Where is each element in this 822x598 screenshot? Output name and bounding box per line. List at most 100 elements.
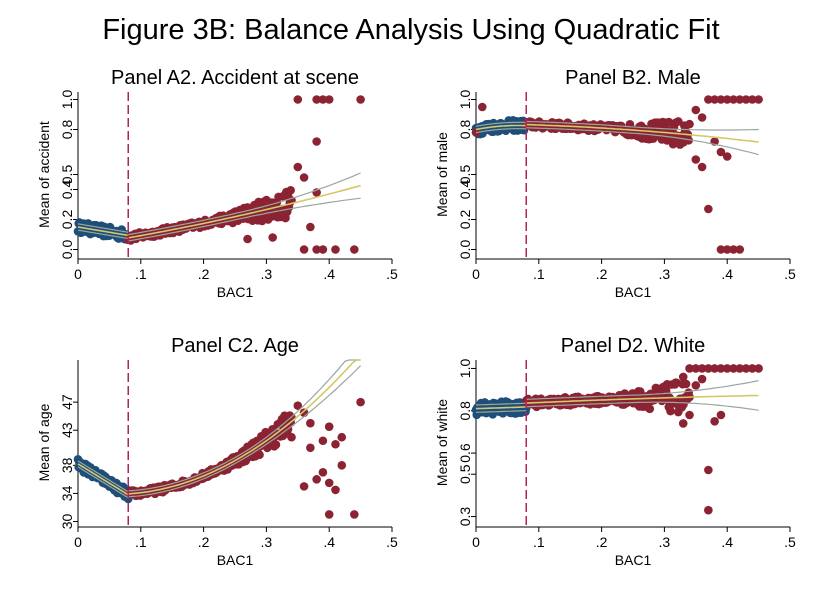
x-tick-label: .5 [784, 534, 796, 550]
y-tick-label: 0.2 [59, 210, 75, 230]
scatter-point [729, 364, 738, 373]
fit-line [128, 184, 361, 239]
scatter-point [673, 117, 683, 126]
scatter-point [678, 419, 688, 428]
x-tick-label: .5 [784, 266, 796, 282]
ci-upper-line [526, 120, 759, 131]
y-tick-label: 0.8 [59, 120, 75, 140]
scatter-point [306, 443, 315, 453]
scatter-point [684, 136, 693, 145]
fit-line [77, 463, 129, 496]
x-tick-label: .2 [596, 266, 608, 282]
scatter-point [262, 195, 271, 205]
scatter-point [704, 505, 713, 515]
y-axis-label: Mean of accident [36, 121, 52, 228]
scatter-point [331, 439, 340, 449]
ci-upper-line [77, 460, 129, 493]
scatter-point [697, 162, 707, 172]
scatter-point [704, 364, 713, 373]
fit-line [128, 359, 361, 495]
ci-lower-line [77, 466, 129, 499]
scatter-point [697, 374, 707, 384]
fit-line [77, 226, 129, 237]
y-tick-label: 0.5 [457, 165, 473, 185]
x-tick-label: .2 [596, 534, 608, 550]
figure-title: Figure 3B: Balance Analysis Using Quadra… [102, 14, 720, 46]
scatter-point [312, 245, 321, 254]
scatter-point [735, 245, 745, 254]
scatter-point [678, 372, 688, 382]
scatter-point [324, 422, 334, 432]
chart-panel-4: Panel D2. White 0 .1 .2 .3 .4 .5 0.3 0.50.6 0.8 1.… [434, 335, 796, 568]
scatter-point [312, 137, 321, 146]
panel-title: Panel D2. White [561, 335, 706, 357]
scatter-point [685, 119, 694, 129]
y-axis-label: Mean of white [434, 399, 450, 486]
scatter-point [722, 95, 732, 104]
x-tick-label: .2 [198, 266, 210, 282]
scatter-point [722, 364, 732, 373]
scatter-point [716, 245, 726, 254]
scatter-point [299, 245, 309, 254]
ci-upper-line [475, 121, 527, 127]
scatter-point [704, 204, 713, 214]
ci-lower-line [475, 127, 527, 134]
scatter-point [722, 245, 732, 254]
x-tick-label: 0 [472, 534, 480, 550]
x-axis-label: BAC1 [217, 284, 254, 300]
scatter-point [691, 381, 701, 390]
x-tick-label: .3 [659, 266, 671, 282]
scatter-point [243, 234, 252, 244]
y-tick-label: 1.0 [59, 90, 75, 110]
fit-line [475, 406, 527, 410]
fit-line [475, 124, 527, 131]
scatter-point [748, 364, 757, 373]
x-tick-label: .5 [386, 266, 398, 282]
scatter-point [318, 245, 328, 254]
x-tick-label: .4 [721, 266, 733, 282]
x-tick-label: 0 [74, 534, 82, 550]
x-axis-label: BAC1 [615, 284, 652, 300]
ci-upper-line [128, 359, 361, 492]
y-tick-label: 34 [59, 485, 75, 501]
y-tick-label: 0.5 [457, 464, 473, 484]
y-tick-label: 1.0 [457, 90, 473, 110]
y-tick-label: 43 [59, 422, 75, 438]
y-tick-label: 0.8 [457, 120, 473, 140]
ci-lower-line [128, 365, 362, 498]
scatter-point [754, 95, 763, 104]
scatter-point [681, 379, 691, 389]
y-tick-label: 0.4 [59, 180, 75, 200]
scatter-point [280, 212, 290, 221]
scatter-point [324, 510, 334, 519]
scatter-point [722, 152, 732, 161]
y-tick-label: 0.3 [457, 507, 473, 527]
scatter-point [299, 482, 309, 491]
x-axis-label: BAC1 [217, 552, 254, 568]
x-tick-label: .4 [323, 266, 335, 282]
scatter-point [716, 410, 726, 420]
y-tick-label: 0.0 [59, 240, 75, 260]
x-tick-label: 0 [472, 266, 480, 282]
ci-upper-line [128, 172, 361, 236]
scatter-point [741, 364, 751, 373]
x-tick-label: .3 [261, 534, 273, 550]
scatter-point [293, 401, 303, 410]
ci-lower-line [77, 229, 129, 240]
panel-title: Panel A2. Accident at scene [111, 67, 359, 89]
ci-upper-line [77, 223, 129, 233]
x-tick-label: .4 [323, 534, 335, 550]
ci-upper-line [526, 380, 759, 400]
scatter-point [645, 404, 655, 414]
scatter-point [704, 465, 713, 475]
chart-panel-3: Panel C2. Age 0 .1 .2 .3 .4 .5 30 34 38 43 47 BAC1 Me… [36, 335, 398, 568]
scatter-point [685, 364, 694, 373]
y-tick-label: 0.2 [457, 210, 473, 230]
scatter-point [729, 95, 738, 104]
scatter-point [293, 95, 303, 104]
scatter-point [324, 95, 334, 104]
scatter-point [255, 450, 264, 460]
ci-lower-line [526, 127, 759, 156]
scatter-point [710, 417, 719, 426]
x-tick-label: .4 [721, 534, 733, 550]
